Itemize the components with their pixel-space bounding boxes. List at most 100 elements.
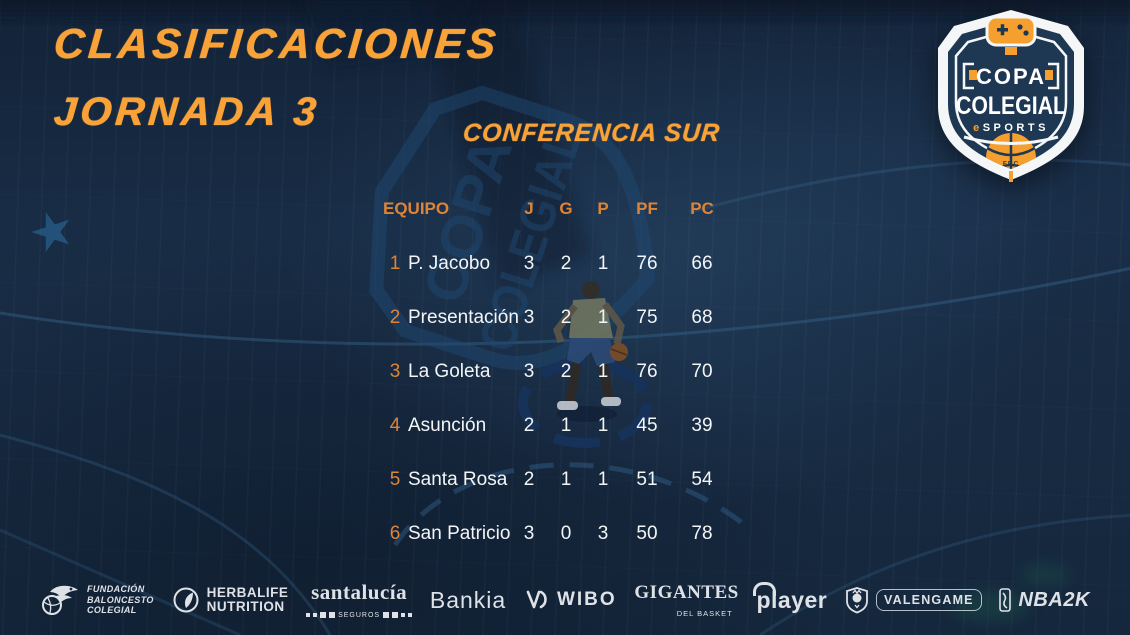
pc-cell: 54	[691, 469, 713, 490]
table-row: 5 Santa Rosa 2 1 1 51 54	[383, 453, 731, 507]
basketball-player-figure	[553, 281, 628, 422]
fbc-eagle-ball-icon	[42, 585, 78, 615]
sponsor-fundacion-baloncesto-colegial: FUNDACIÓN BALONCESTO COLEGIAL	[40, 582, 154, 618]
fbc-line1: FUNDACIÓN	[87, 584, 145, 595]
star-court-decal: ★	[21, 197, 83, 267]
basketball-icon	[986, 133, 1036, 169]
fbc-line3: COLEGIAL	[87, 605, 137, 616]
lane-line	[0, 433, 332, 635]
badge-right-bracket	[1048, 62, 1060, 90]
team-cell: Santa Rosa	[408, 469, 508, 490]
sponsor-herbalife: HERBALIFE NUTRITION	[172, 586, 289, 614]
j-cell: 3	[523, 253, 535, 274]
square-decor	[306, 613, 311, 617]
three-point-arc	[0, 266, 1130, 346]
dashed-arc	[392, 462, 747, 547]
team-cell: La Goleta	[408, 361, 491, 382]
badge-esports-word: eSPORTS	[973, 122, 1049, 134]
p-cell: 1	[597, 415, 609, 436]
valengame-wordmark: VALENGAME	[875, 589, 982, 611]
sponsor-bankia: Bankia	[430, 587, 506, 614]
pc-cell: 68	[691, 307, 713, 328]
p-cell: 3	[597, 523, 609, 544]
pc-cell: 70	[691, 361, 713, 382]
g-cell: 0	[560, 523, 572, 544]
rank-cell: 6	[389, 523, 401, 544]
sponsor-player: player	[753, 581, 827, 614]
badge-bottom-word: FBC	[1003, 161, 1019, 168]
pf-cell: 45	[636, 415, 658, 436]
center-circle	[518, 358, 652, 448]
j-cell: 3	[523, 307, 535, 328]
g-cell: 2	[560, 361, 572, 382]
pf-cell: 76	[636, 361, 658, 382]
square-decor	[320, 612, 327, 618]
sponsor-wibo: WIBO	[524, 589, 617, 611]
table-row: 6 San Patricio 3 0 3 50 78	[383, 507, 731, 561]
nba-logoman-icon	[999, 588, 1012, 612]
square-decor	[408, 613, 413, 617]
santalucia-seguros-row: SEGUROS	[306, 611, 413, 619]
rank-cell: 5	[389, 469, 401, 490]
standings-table: EQUIPO J G P PF PC 1 P. Jacobo 3 2 1 76 …	[383, 194, 731, 561]
badge-esports-e: e	[973, 122, 983, 134]
j-cell: 2	[523, 469, 535, 490]
pf-cell: 50	[636, 523, 658, 544]
sponsor-nba2k: NBA2K	[999, 588, 1089, 612]
p-cell: 1	[597, 307, 609, 328]
title-line-jornada: JORNADA 3	[52, 90, 322, 134]
j-cell: 3	[523, 523, 535, 544]
g-cell: 1	[560, 415, 572, 436]
square-decor	[392, 612, 399, 618]
column-header-g: G	[559, 199, 573, 218]
courtside-reflection-2	[1019, 563, 1071, 587]
square-decor	[401, 613, 406, 617]
conference-label: CONFERENCIA SUR	[461, 119, 722, 147]
badge-separator-arc	[963, 135, 1059, 145]
team-cell: San Patricio	[408, 523, 511, 544]
lane-line-2	[0, 528, 241, 635]
table-body: 1 P. Jacobo 3 2 1 76 66 2 Presentación 3…	[383, 237, 731, 561]
gigantes-subtitle: DEL BASKET	[676, 608, 733, 618]
title-line-clasificaciones: CLASIFICACIONES	[51, 20, 502, 67]
sponsor-bar: FUNDACIÓN BALONCESTO COLEGIAL HERBALIFE …	[0, 573, 1130, 627]
badge-left-accent	[969, 70, 977, 80]
gamepad-icon	[985, 15, 1037, 55]
square-decor	[383, 612, 390, 618]
santalucia-seguros-label: SEGUROS	[338, 611, 381, 619]
badge-tip-accent	[1009, 171, 1013, 182]
table-row: 3 La Goleta 3 2 1 76 70	[383, 345, 731, 399]
square-decor	[313, 613, 318, 617]
sponsor-gigantes: GIGANTES DEL BASKET	[634, 583, 738, 618]
column-header-p: P	[597, 199, 609, 218]
rank-cell: 3	[389, 361, 401, 382]
pc-cell: 78	[691, 523, 713, 544]
table-row: 4 Asunción 2 1 1 45 39	[383, 399, 731, 453]
j-cell: 2	[523, 415, 535, 436]
diagonal-shadow	[422, 0, 590, 290]
p-cell: 1	[597, 361, 609, 382]
g-cell: 2	[560, 253, 572, 274]
sponsor-santalucia: santalucía SEGUROS	[306, 581, 413, 619]
j-cell: 3	[523, 361, 535, 382]
pc-cell: 39	[691, 415, 713, 436]
pc-cell: 66	[691, 253, 713, 274]
rank-cell: 4	[389, 415, 401, 436]
court-arc-2	[759, 513, 1130, 635]
table-header-row: EQUIPO J G P PF PC	[383, 194, 731, 224]
herbalife-line1: HERBALIFE	[206, 585, 289, 600]
column-header-equipo: EQUIPO	[383, 199, 450, 218]
pf-cell: 75	[636, 307, 658, 328]
top-shadow-band	[0, 0, 1130, 14]
badge-right-accent	[1045, 70, 1053, 80]
page-title: CLASIFICACIONES JORNADA 3	[51, 20, 502, 135]
herbalife-line2: NUTRITION	[206, 599, 285, 614]
wibo-wordmark: WIBO	[556, 589, 617, 610]
table-row: 1 P. Jacobo 3 2 1 76 66	[383, 237, 731, 291]
badge-top-word: COPA	[976, 64, 1046, 89]
sponsor-valengame: VALENGAME	[845, 586, 982, 614]
court-arc	[689, 158, 1130, 214]
pf-cell: 51	[636, 469, 658, 490]
